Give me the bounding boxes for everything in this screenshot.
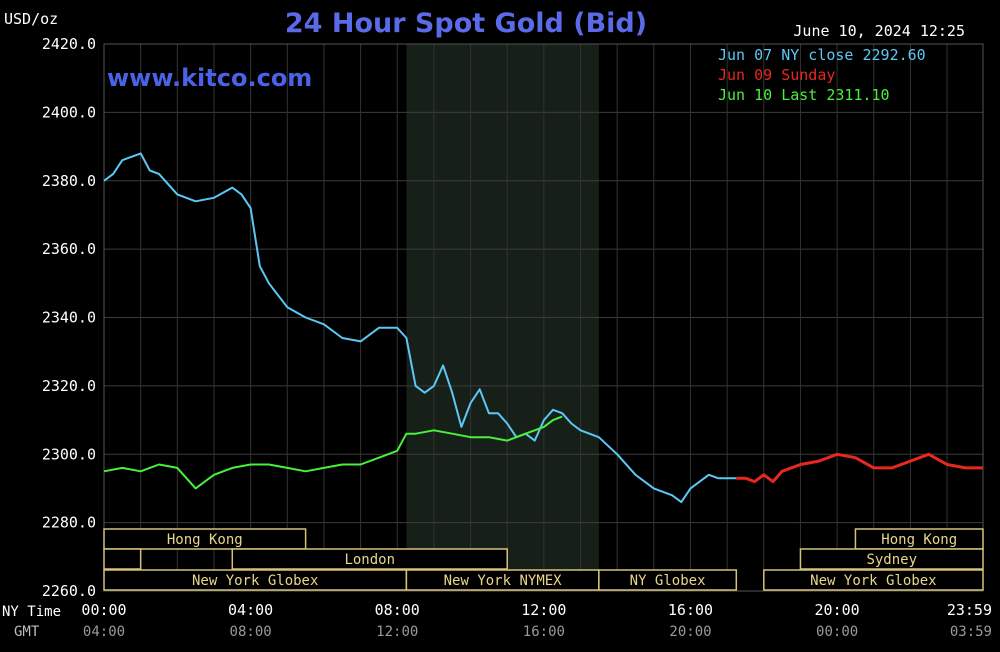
session-label: New York Globex xyxy=(810,573,936,589)
x-tick-gmt-label: 20:00 xyxy=(669,624,711,640)
x-tick-ny-label: 00:00 xyxy=(81,601,126,619)
tick-labels: 2420.0 2400.0 2380.0 2360.0 2340.0 2320.0 2300… xyxy=(42,35,992,640)
watermark: www.kitco.com xyxy=(107,64,312,92)
x-tick-gmt-label: 16:00 xyxy=(523,624,565,640)
legend: Jun 07 NY close 2292.60 Jun 09 Sunday Ju… xyxy=(718,46,926,104)
datetime-stamp: June 10, 2024 12:25 xyxy=(793,22,965,40)
grid-layer xyxy=(103,43,984,592)
session-label: Sydney xyxy=(866,552,917,568)
chart-title: 24 Hour Spot Gold (Bid) xyxy=(285,8,647,39)
session-bar xyxy=(231,548,508,570)
x-tick-ny-label: 08:00 xyxy=(375,601,420,619)
session-label: New York NYMEX xyxy=(444,573,563,589)
series-line-3 xyxy=(103,415,563,490)
session-bar xyxy=(103,548,142,570)
gmt-axis-label: GMT xyxy=(14,624,40,640)
session-bar xyxy=(799,548,984,570)
y-tick-label: 2400.0 xyxy=(42,103,96,121)
x-tick-gmt-label: 03:59 xyxy=(950,624,992,640)
session-label: London xyxy=(344,552,395,568)
legend-entry-ny-close: Jun 07 NY close 2292.60 xyxy=(718,46,926,64)
legend-entry-sunday: Jun 09 Sunday xyxy=(718,66,835,84)
plot-frame xyxy=(103,43,984,592)
session-bars: Hong Kong Hong Kong London Sydney New York G… xyxy=(103,528,984,591)
x-tick-ny-label: 20:00 xyxy=(815,601,860,619)
session-bar xyxy=(103,528,307,550)
session-label: Hong Kong xyxy=(167,532,243,548)
y-tick-label: 2340.0 xyxy=(42,309,96,327)
y-tick-label: 2320.0 xyxy=(42,377,96,395)
x-tick-gmt-label: 00:00 xyxy=(816,624,858,640)
y-tick-label: 2260.0 xyxy=(42,582,96,600)
x-tick-ny-label: 04:00 xyxy=(228,601,273,619)
y-tick-label: 2380.0 xyxy=(42,172,96,190)
unit-label: USD/oz xyxy=(4,10,58,28)
y-tick-label: 2360.0 xyxy=(42,240,96,258)
series-line-1 xyxy=(103,152,737,504)
session-label: NY Globex xyxy=(630,573,706,589)
x-tick-gmt-label: 04:00 xyxy=(83,624,125,640)
y-tick-label: 2420.0 xyxy=(42,35,96,53)
x-tick-gmt-label: 08:00 xyxy=(230,624,272,640)
y-tick-label: 2280.0 xyxy=(42,514,96,532)
x-tick-gmt-label: 12:00 xyxy=(376,624,418,640)
ny-time-axis-label: NY Time xyxy=(2,604,61,620)
legend-entry-last: Jun 10 Last 2311.10 xyxy=(718,86,890,104)
session-bar xyxy=(763,569,984,591)
series-layer xyxy=(103,152,983,504)
session-bar xyxy=(598,569,738,591)
session-label: Hong Kong xyxy=(881,532,957,548)
x-tick-ny-label: 16:00 xyxy=(668,601,713,619)
session-label: New York Globex xyxy=(192,573,318,589)
x-tick-ny-label: 23:59 xyxy=(947,601,992,619)
y-tick-label: 2300.0 xyxy=(42,445,96,463)
x-tick-ny-label: 12:00 xyxy=(521,601,566,619)
series-line-2 xyxy=(736,452,983,484)
